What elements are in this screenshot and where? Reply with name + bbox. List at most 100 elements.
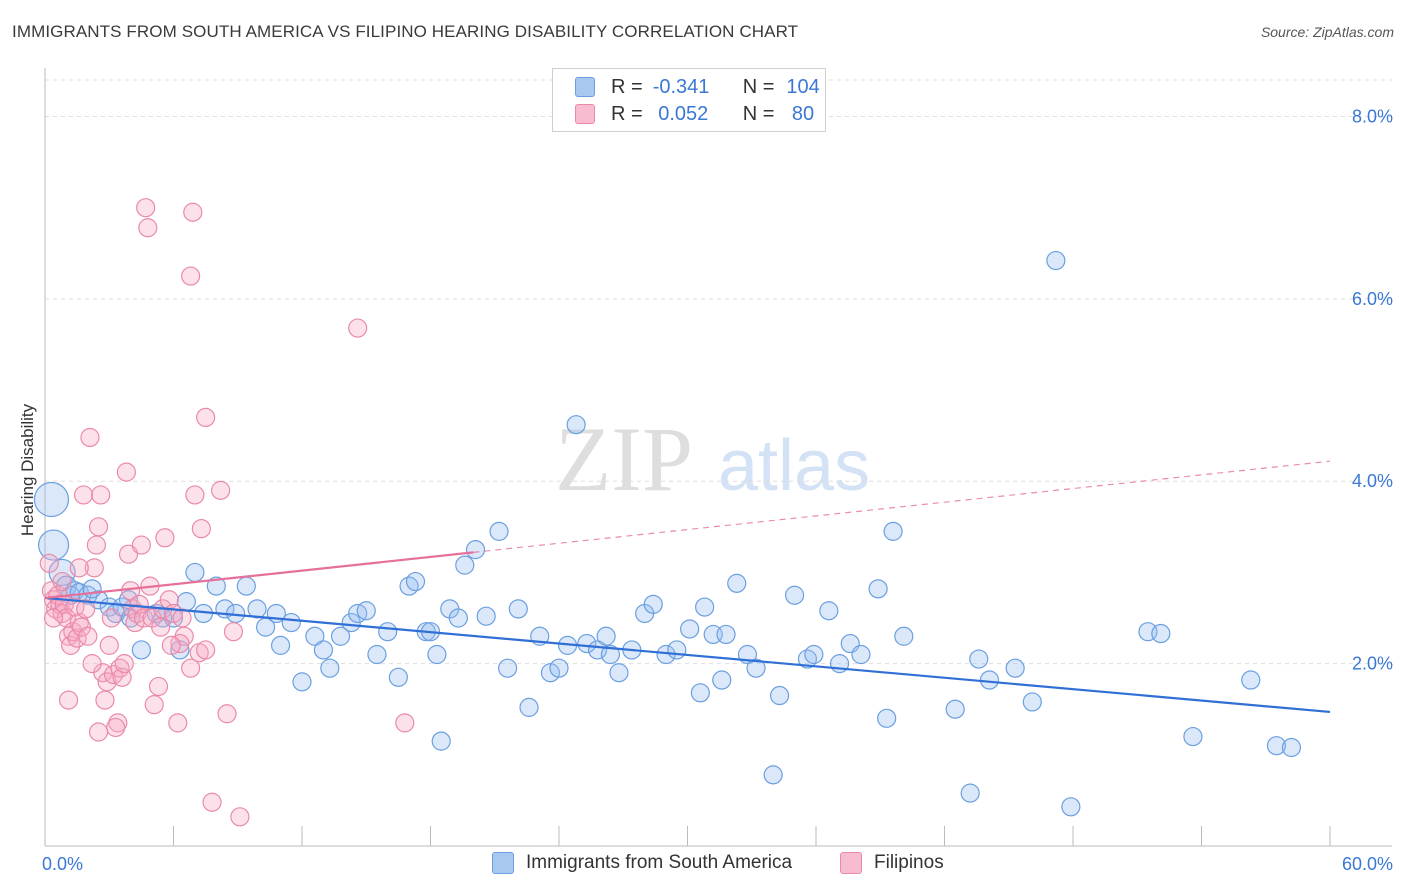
filipino-point: [95, 690, 115, 710]
south-america-point: [388, 667, 408, 687]
bottom-legend-filipinos: Filipinos: [840, 852, 944, 874]
south-america-point: [695, 597, 715, 617]
south-america-point: [305, 626, 325, 646]
south-america-point: [281, 612, 301, 633]
south-america-point: [894, 626, 914, 646]
filipino-point: [138, 218, 158, 238]
legend-swatch-blue: [575, 77, 595, 97]
south-america-point: [596, 626, 616, 646]
south-america-point: [868, 579, 888, 599]
south-america-point: [945, 699, 965, 719]
watermark-atlas: atlas: [718, 426, 870, 506]
y-tick-label: 8.0%: [1352, 106, 1393, 126]
south-america-point: [877, 708, 897, 728]
legend-r-value: -0.341: [652, 75, 710, 98]
filipino-point: [196, 407, 216, 428]
south-america-point: [455, 555, 475, 575]
filipino-point: [101, 608, 121, 628]
filipino-point: [106, 717, 126, 738]
south-america-point: [367, 644, 387, 665]
bottom-legend-south-america: Immigrants from South America: [492, 852, 792, 874]
filipino-point: [155, 528, 175, 548]
filipino-point: [230, 807, 250, 827]
south-america-point: [549, 658, 569, 678]
south-america-point: [587, 640, 608, 660]
filipino-point: [76, 599, 96, 619]
south-america-point: [1061, 797, 1081, 817]
filipino-point: [148, 676, 169, 697]
y-tick-label: 4.0%: [1352, 471, 1393, 491]
filipino-point: [191, 519, 211, 539]
filipino-point: [181, 658, 201, 678]
south-america-point: [784, 585, 805, 605]
south-america-point: [643, 594, 663, 614]
bottom-legend-swatch-blue: [492, 852, 514, 874]
bottom-legend-label: Filipinos: [874, 852, 944, 873]
filipino-trendline-extension: [473, 460, 1331, 553]
south-america-point: [883, 521, 903, 541]
south-america-point: [680, 619, 700, 639]
south-america-point: [476, 606, 496, 626]
south-america-point: [1183, 726, 1203, 747]
filipino-point: [116, 462, 136, 482]
filipino-point: [78, 626, 98, 646]
filipino-point: [181, 266, 201, 286]
filipino-point: [39, 553, 59, 573]
filipino-point: [144, 695, 164, 715]
legend-swatch-pink: [575, 104, 595, 124]
legend-n-value: 104: [786, 75, 820, 98]
south-america-point: [819, 601, 839, 621]
filipino-point: [84, 558, 104, 578]
filipino-point: [88, 517, 109, 537]
source-credit: Source: ZipAtlas.com: [1260, 24, 1394, 40]
south-america-point: [247, 599, 267, 619]
filipino-point: [183, 202, 203, 222]
filipino-point: [82, 654, 102, 674]
south-america-point: [763, 765, 783, 785]
south-america-point: [1005, 658, 1025, 678]
legend-row-south-america: R = -0.341 N = 104: [575, 75, 820, 99]
south-america-point: [313, 640, 334, 660]
y-tick-label: 2.0%: [1352, 654, 1393, 674]
south-america-point: [378, 622, 398, 642]
y-tick-label: 6.0%: [1352, 289, 1393, 309]
south-america-point: [33, 481, 70, 518]
south-america-point: [690, 683, 710, 703]
south-america-point: [600, 644, 621, 665]
chart-title: IMMIGRANTS FROM SOUTH AMERICA VS FILIPIN…: [12, 22, 799, 41]
south-america-point: [270, 635, 291, 655]
south-america-point: [979, 670, 1000, 690]
south-america-point: [37, 529, 70, 561]
filipino-point: [223, 622, 244, 642]
south-america-point: [577, 633, 597, 654]
south-america-point: [804, 644, 824, 665]
legend-r-key: R =: [611, 102, 643, 125]
south-america-point: [431, 731, 451, 751]
south-america-point: [609, 663, 629, 683]
south-america-point: [330, 626, 351, 646]
bottom-legend-swatch-pink: [840, 852, 862, 874]
south-america-point: [1281, 737, 1302, 758]
x-tick-label: 0.0%: [42, 854, 83, 874]
watermark-zip: ZIP: [555, 408, 693, 510]
filipino-point: [86, 535, 107, 555]
legend-n-key: N =: [742, 75, 775, 98]
south-america-point: [465, 540, 486, 560]
filipino-point: [136, 198, 156, 218]
south-america-point: [131, 640, 151, 660]
south-america-point: [236, 576, 256, 596]
filipino-point: [202, 792, 222, 812]
south-america-point: [851, 644, 871, 665]
south-america-point: [540, 663, 561, 683]
south-america-point: [712, 670, 732, 690]
south-america-point: [566, 415, 586, 435]
legend-n-value: 80: [786, 102, 815, 125]
south-america-point: [960, 783, 980, 803]
filipino-point: [348, 318, 368, 338]
south-america-point: [1151, 623, 1171, 644]
south-america-point: [508, 599, 528, 619]
filipino-point: [99, 635, 119, 655]
south-america-point: [405, 571, 426, 592]
south-america-point: [769, 685, 790, 706]
